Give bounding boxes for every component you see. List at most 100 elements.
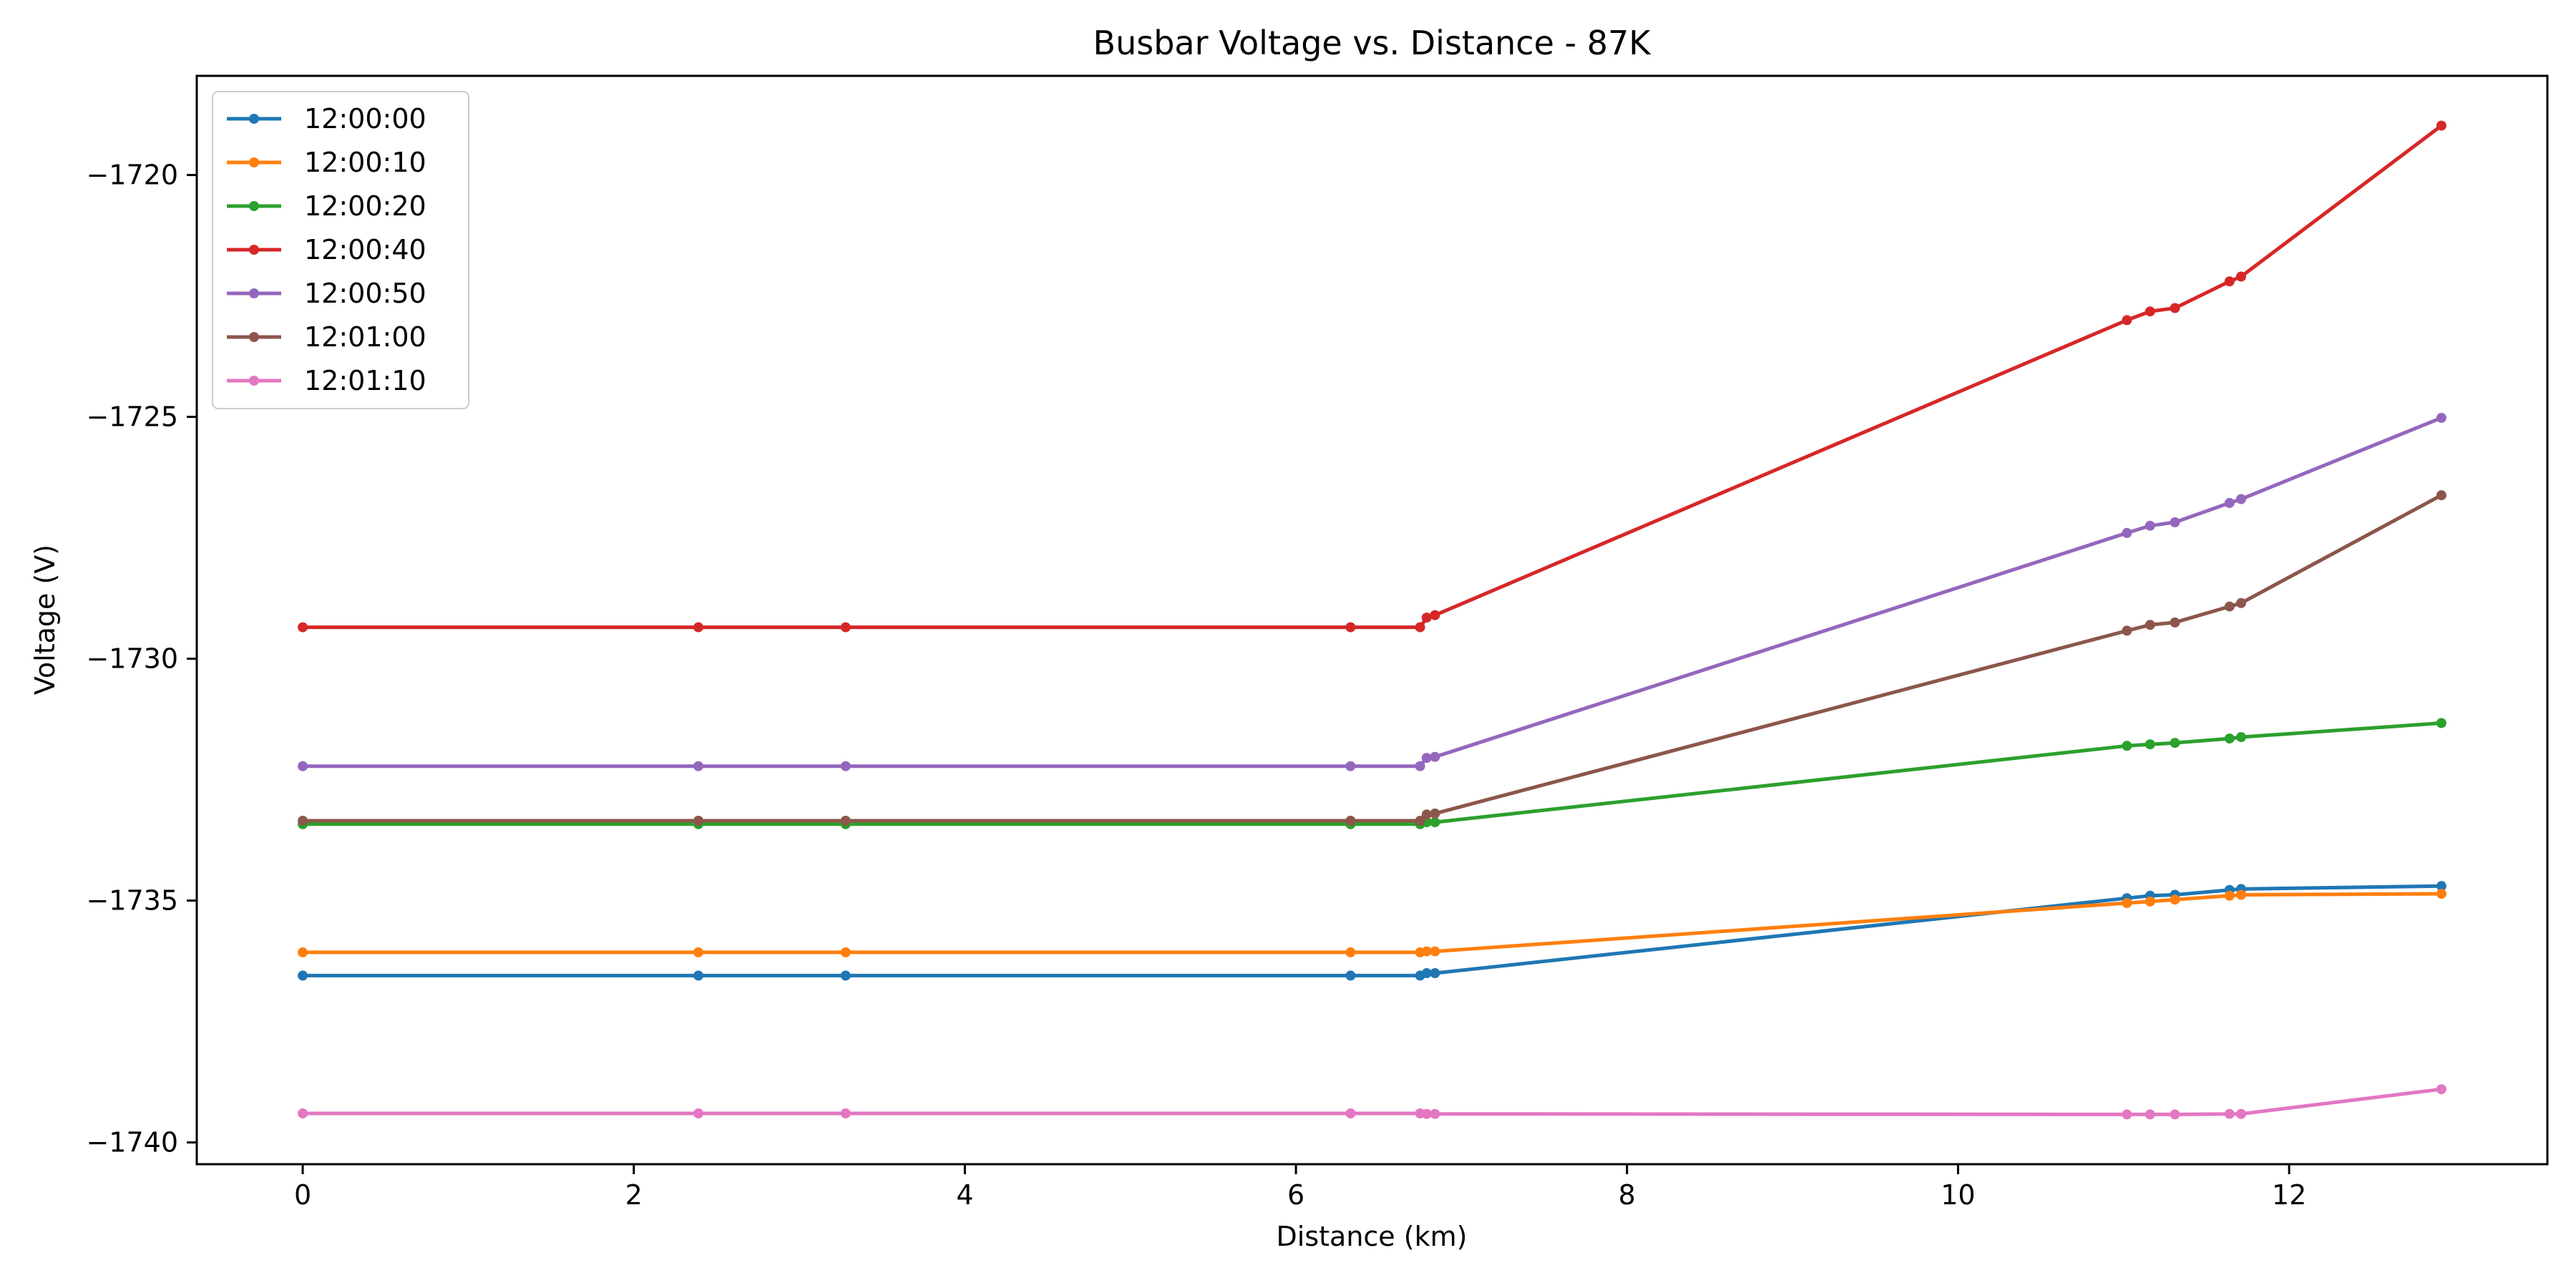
- data-point: [298, 947, 308, 957]
- series-line: [303, 884, 2441, 977]
- data-point: [1415, 761, 1425, 771]
- data-point: [2145, 620, 2155, 630]
- x-tick-label: 8: [1619, 1179, 1636, 1211]
- data-point: [693, 761, 703, 771]
- legend-marker: [249, 157, 259, 167]
- data-point: [1430, 808, 1440, 819]
- data-point: [2224, 601, 2235, 612]
- legend-label: 12:01:00: [304, 321, 426, 353]
- y-tick-label: −1725: [86, 401, 178, 433]
- x-tick-label: 6: [1287, 1179, 1304, 1211]
- data-point: [1421, 1108, 1432, 1119]
- data-point: [1345, 1108, 1356, 1118]
- data-point: [2224, 733, 2235, 744]
- legend-entry: 12:00:00: [227, 103, 426, 135]
- data-point: [1421, 613, 1432, 623]
- data-point: [298, 970, 308, 981]
- data-point: [1430, 817, 1440, 828]
- legend-label: 12:01:10: [304, 365, 426, 396]
- legend-entry: 12:00:50: [227, 278, 426, 309]
- data-point: [1415, 622, 1425, 633]
- series-line: [303, 416, 2442, 769]
- series-12:00:00: [298, 881, 2446, 981]
- chart-title: Busbar Voltage vs. Distance - 87K: [1093, 24, 1652, 62]
- series-line: [303, 1087, 2442, 1116]
- y-tick-label: −1730: [86, 643, 178, 675]
- legend-marker: [249, 245, 259, 255]
- data-point: [298, 1108, 308, 1118]
- series-12:00:40: [298, 120, 2446, 633]
- data-point: [2236, 494, 2246, 504]
- data-point: [1421, 809, 1432, 820]
- legend-marker: [249, 376, 259, 386]
- data-point: [693, 970, 703, 981]
- plot-frame: [195, 74, 2549, 1166]
- data-point: [2436, 718, 2446, 728]
- data-point: [2145, 520, 2155, 531]
- legend-label: 12:00:20: [304, 190, 426, 222]
- data-point: [1421, 753, 1432, 763]
- data-point: [840, 761, 851, 771]
- series-line: [303, 721, 2442, 826]
- data-point: [1345, 622, 1356, 633]
- series-12:01:00: [298, 490, 2446, 826]
- data-point: [2122, 741, 2132, 751]
- data-point: [1345, 816, 1356, 826]
- data-point: [1430, 751, 1440, 762]
- data-point: [1421, 968, 1432, 978]
- legend-marker: [249, 114, 259, 124]
- data-point: [2236, 732, 2246, 743]
- legend-label: 12:00:40: [304, 234, 426, 265]
- data-point: [2170, 1109, 2180, 1120]
- data-point: [693, 816, 703, 826]
- series-line: [303, 892, 2441, 955]
- series-12:00:20: [298, 718, 2446, 829]
- data-point: [840, 970, 851, 981]
- data-point: [1421, 946, 1432, 957]
- data-point: [298, 761, 308, 771]
- data-point: [2436, 889, 2446, 899]
- data-point: [298, 816, 308, 826]
- data-point: [2145, 1109, 2155, 1120]
- data-point: [2122, 625, 2132, 636]
- data-point: [2145, 896, 2155, 907]
- legend-label: 12:00:00: [304, 103, 426, 135]
- data-point: [2436, 490, 2446, 501]
- data-point: [2224, 1108, 2235, 1119]
- data-point: [693, 622, 703, 633]
- data-point: [1430, 968, 1440, 978]
- data-point: [2170, 517, 2180, 527]
- data-point: [1430, 946, 1440, 957]
- data-point: [2170, 617, 2180, 628]
- data-point: [2170, 303, 2180, 313]
- data-point: [2170, 738, 2180, 748]
- data-point: [2236, 889, 2246, 900]
- y-tick-label: −1740: [86, 1127, 178, 1158]
- data-point: [2122, 527, 2132, 538]
- x-tick-label: 12: [2272, 1179, 2306, 1211]
- legend-marker: [249, 332, 259, 342]
- data-point: [2224, 890, 2235, 901]
- x-tick-label: 2: [625, 1179, 643, 1211]
- legend-entry: 12:01:10: [227, 365, 426, 396]
- series-12:00:10: [298, 889, 2446, 957]
- legend-marker: [249, 201, 259, 211]
- legend-entry: 12:00:40: [227, 234, 426, 265]
- data-point: [1345, 970, 1356, 981]
- series-12:01:10: [298, 1084, 2446, 1120]
- data-point: [2236, 1108, 2246, 1119]
- data-point: [2122, 1109, 2132, 1120]
- series-line: [303, 124, 2443, 630]
- legend-box: [212, 91, 469, 409]
- data-point: [2122, 898, 2132, 908]
- legend-label: 12:00:50: [304, 278, 426, 309]
- x-tick-label: 10: [1941, 1179, 1975, 1211]
- data-point: [2436, 1084, 2446, 1095]
- data-point: [2436, 412, 2446, 423]
- data-point: [1415, 816, 1425, 826]
- data-point: [2436, 881, 2446, 892]
- x-axis-label: Distance (km): [1277, 1221, 1468, 1252]
- data-point: [2224, 497, 2235, 508]
- x-tick-label: 0: [294, 1179, 311, 1211]
